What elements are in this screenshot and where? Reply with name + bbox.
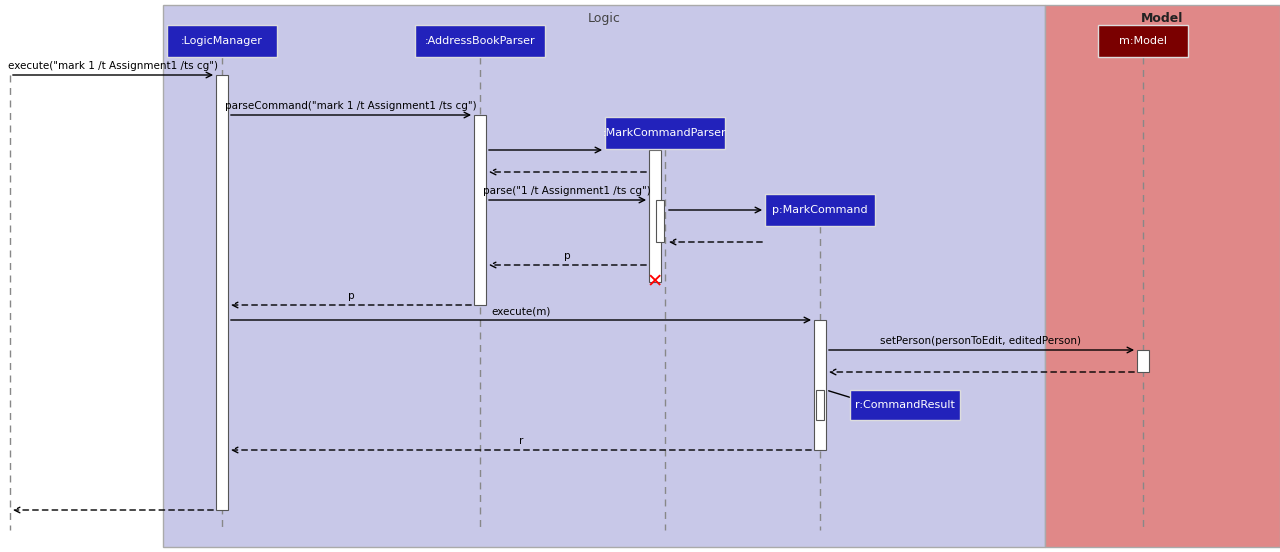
Bar bbox=[765, 194, 876, 226]
Bar bbox=[850, 390, 960, 420]
Bar bbox=[649, 150, 660, 282]
Text: m:Model: m:Model bbox=[1119, 36, 1167, 46]
Bar bbox=[1044, 5, 1280, 547]
Bar bbox=[1137, 350, 1149, 372]
Bar bbox=[216, 75, 228, 510]
Bar bbox=[657, 200, 664, 242]
Text: ✕: ✕ bbox=[646, 273, 663, 291]
Text: Model: Model bbox=[1142, 12, 1184, 25]
Bar bbox=[166, 25, 276, 57]
Text: execute("mark 1 /t Assignment1 /ts cg"): execute("mark 1 /t Assignment1 /ts cg") bbox=[8, 61, 218, 71]
Text: r:CommandResult: r:CommandResult bbox=[855, 400, 955, 410]
Text: execute(m): execute(m) bbox=[492, 306, 550, 316]
Text: parseCommand("mark 1 /t Assignment1 /ts cg"): parseCommand("mark 1 /t Assignment1 /ts … bbox=[225, 101, 477, 111]
Bar bbox=[1098, 25, 1188, 57]
Text: p: p bbox=[563, 251, 571, 261]
Text: :AddressBookParser: :AddressBookParser bbox=[425, 36, 535, 46]
Text: setPerson(personToEdit, editedPerson): setPerson(personToEdit, editedPerson) bbox=[881, 336, 1082, 346]
Text: :MarkCommandParser: :MarkCommandParser bbox=[603, 128, 727, 138]
Bar bbox=[474, 115, 486, 305]
Text: :LogicManager: :LogicManager bbox=[180, 36, 262, 46]
Text: r: r bbox=[518, 436, 524, 446]
Bar bbox=[415, 25, 545, 57]
Text: p:MarkCommand: p:MarkCommand bbox=[772, 205, 868, 215]
Bar bbox=[163, 5, 1044, 547]
Text: parse("1 /t Assignment1 /ts cg"): parse("1 /t Assignment1 /ts cg") bbox=[483, 186, 650, 196]
Bar bbox=[605, 117, 724, 149]
Bar bbox=[817, 390, 824, 420]
Text: Logic: Logic bbox=[588, 12, 621, 25]
Text: p: p bbox=[348, 291, 355, 301]
Bar bbox=[814, 320, 826, 450]
